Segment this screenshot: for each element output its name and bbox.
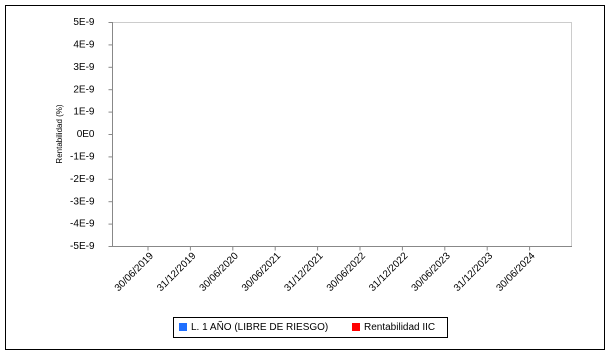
- legend-label: L. 1 AÑO (LIBRE DE RIESGO): [191, 320, 328, 333]
- y-tick-label: -2E-9: [70, 174, 95, 185]
- y-tick-label: 1E-9: [73, 107, 95, 118]
- legend-marker: [179, 323, 187, 331]
- y-tick-label: -4E-9: [70, 219, 95, 230]
- legend-marker: [352, 323, 360, 331]
- y-tick-label: -1E-9: [70, 152, 95, 163]
- y-tick-label: -3E-9: [70, 196, 95, 207]
- y-tick-label: 5E-9: [73, 17, 95, 28]
- legend-label: Rentabilidad IIC: [364, 322, 435, 333]
- y-tick-label: 4E-9: [73, 40, 95, 51]
- y-tick-label: -5E-9: [70, 241, 95, 252]
- legend: [173, 317, 448, 338]
- y-tick-label: 0E0: [77, 129, 95, 140]
- y-tick-label: 2E-9: [73, 84, 95, 95]
- y-tick-label: 3E-9: [73, 62, 95, 73]
- y-axis-title: Rentabilidad (%): [55, 104, 64, 163]
- plot-area: [112, 22, 572, 247]
